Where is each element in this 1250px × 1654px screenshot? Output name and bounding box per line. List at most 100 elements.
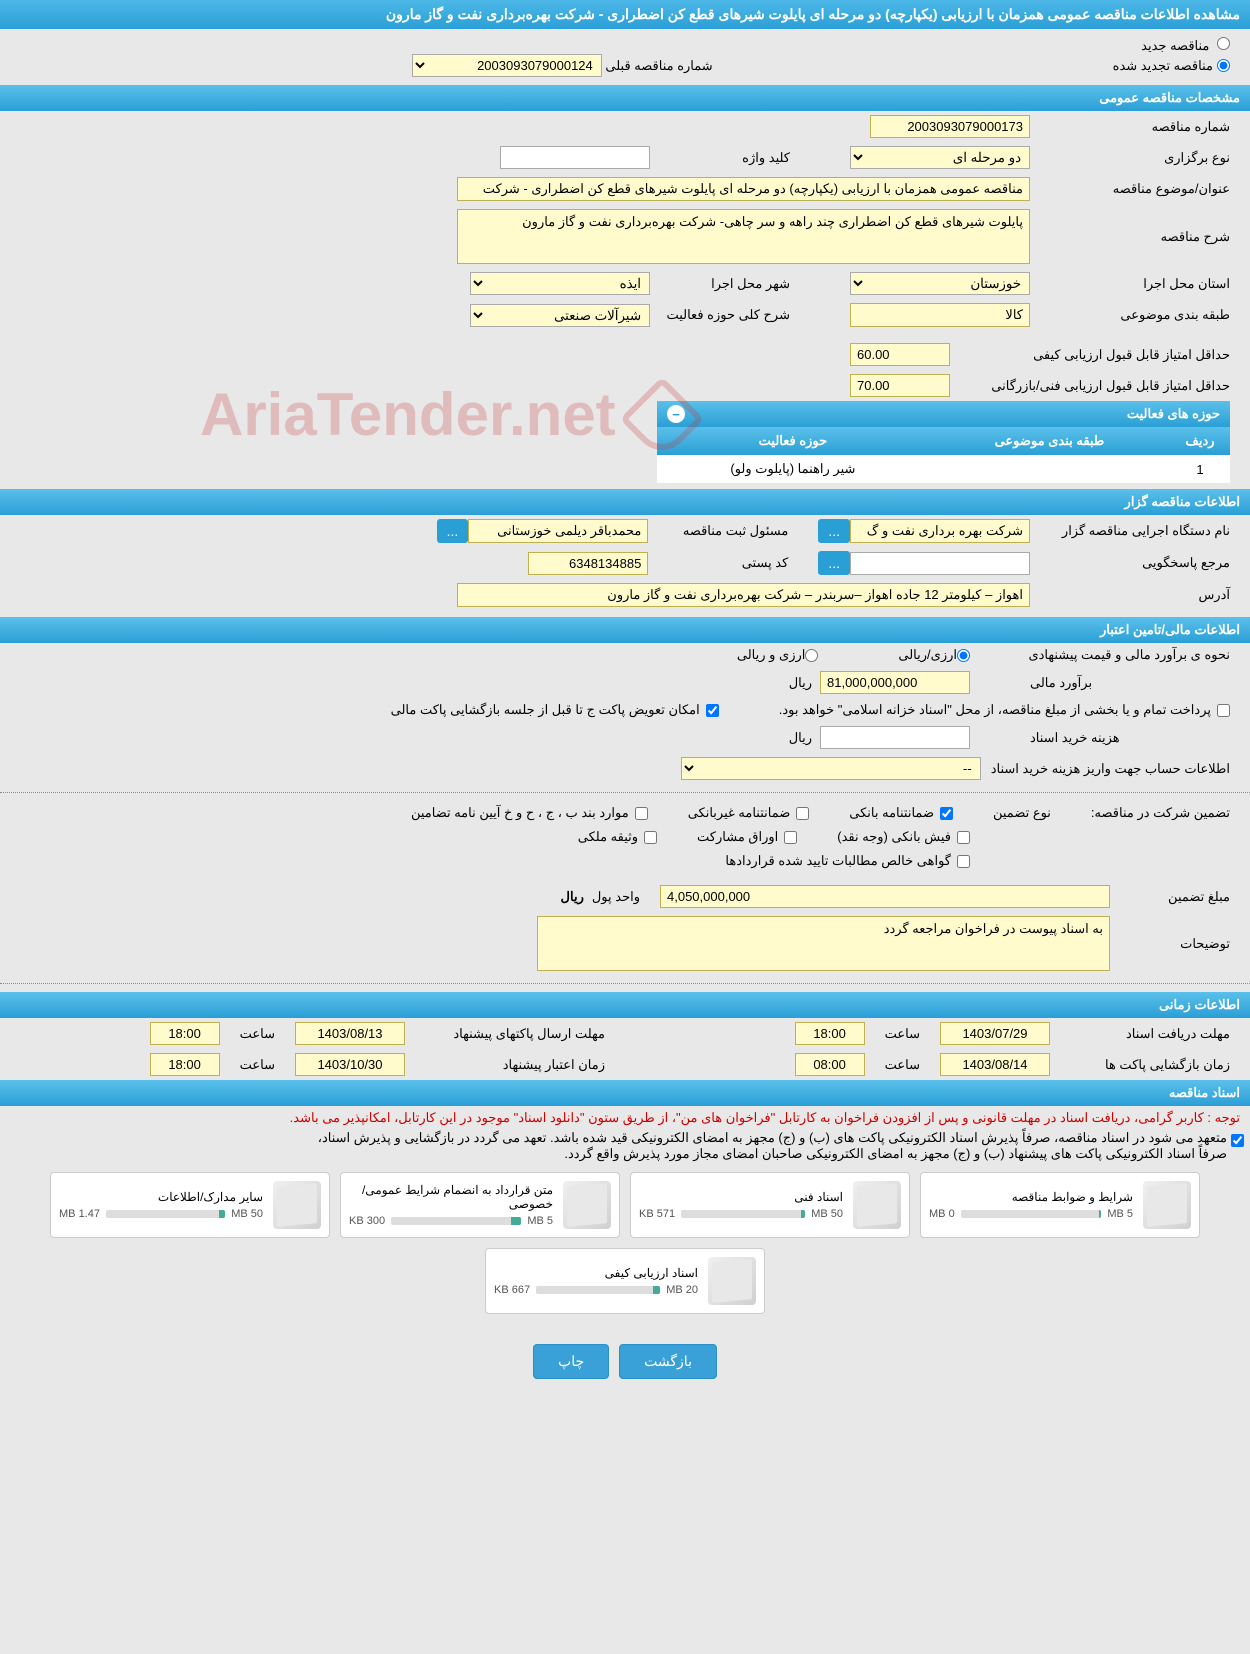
city-select[interactable]: ایذه bbox=[470, 272, 650, 295]
validity-date: 1403/10/30 bbox=[295, 1053, 405, 1076]
category-value: کالا bbox=[850, 303, 1030, 327]
keyword-label: کلید واژه bbox=[650, 150, 790, 166]
min-quality-label: حداقل امتیاز قابل قبول ارزیابی کیفی bbox=[950, 347, 1230, 363]
registrant-more-button[interactable]: ... bbox=[437, 519, 469, 543]
account-info-label: اطلاعات حساب جهت واریز هزینه خرید اسناد bbox=[991, 761, 1230, 777]
property-label: وثیقه ملکی bbox=[578, 829, 638, 845]
bank-guarantee-check[interactable] bbox=[940, 807, 953, 820]
doc-title: اسناد ارزیابی کیفی bbox=[494, 1266, 698, 1280]
doc-size: 571 KB bbox=[639, 1208, 675, 1220]
collapse-icon[interactable]: − bbox=[667, 405, 685, 423]
purchase-cost-input[interactable] bbox=[820, 726, 970, 749]
notes-label: توضیحات bbox=[1110, 916, 1230, 952]
property-check[interactable] bbox=[644, 831, 657, 844]
agency-value: شرکت بهره برداری نفت و گ bbox=[850, 519, 1030, 543]
activity-table: ردیف طبقه بندی موضوعی حوزه فعالیت 1 شیر … bbox=[657, 427, 1230, 483]
back-button[interactable]: بازگشت bbox=[619, 1344, 717, 1379]
city-label: شهر محل اجرا bbox=[650, 276, 790, 292]
doc-card[interactable]: متن قرارداد به انضمام شرایط عمومی/خصوصی … bbox=[340, 1172, 620, 1238]
bond-items-check[interactable] bbox=[635, 807, 648, 820]
folder-icon bbox=[273, 1181, 321, 1229]
renewed-tender-label: مناقصه تجدید شده bbox=[1113, 58, 1213, 74]
bank-check-check[interactable] bbox=[957, 831, 970, 844]
province-select[interactable]: خوزستان bbox=[850, 272, 1030, 295]
postal-value: 6348134885 bbox=[528, 552, 648, 575]
folder-icon bbox=[708, 1257, 756, 1305]
doc-title: متن قرارداد به انضمام شرایط عمومی/خصوصی bbox=[349, 1183, 553, 1211]
black-note-2: صرفاً اسناد الکترونیکی پاکت های پیشنهاد … bbox=[318, 1146, 1227, 1162]
notes-textarea[interactable]: به اسناد پیوست در فراخوان مراجعه گردد bbox=[537, 916, 1110, 971]
prev-number-select[interactable]: 2003093079000124 bbox=[412, 54, 602, 77]
packet-send-time: 18:00 bbox=[150, 1022, 220, 1045]
purchase-cost-label: هزینه خرید اسناد bbox=[970, 730, 1230, 746]
currency-label: ریال bbox=[789, 675, 820, 691]
desc-textarea[interactable]: پایلوت شیرهای قطع کن اضطراری چند راهه و … bbox=[457, 209, 1030, 264]
time-label-3: ساعت bbox=[240, 1026, 275, 1042]
black-note-1: متعهد می شود در اسناد مناقصه، صرفاً پذیر… bbox=[318, 1130, 1227, 1146]
doc-title: سایر مدارک/اطلاعات bbox=[59, 1190, 263, 1204]
category-label: طبقه بندی موضوعی bbox=[1030, 307, 1230, 323]
print-button[interactable]: چاپ bbox=[533, 1344, 609, 1379]
keyword-input[interactable] bbox=[500, 146, 650, 169]
swap-check[interactable] bbox=[706, 704, 719, 717]
securities-check[interactable] bbox=[784, 831, 797, 844]
time-label-4: ساعت bbox=[240, 1057, 275, 1073]
currency-unit-value: ریال bbox=[561, 889, 592, 905]
section-timing: اطلاعات زمانی bbox=[0, 992, 1250, 1018]
province-label: استان محل اجرا bbox=[1030, 276, 1230, 292]
registrant-value: محمدباقر دیلمی خوزستانی bbox=[468, 519, 648, 543]
validity-time: 18:00 bbox=[150, 1053, 220, 1076]
new-tender-radio[interactable] bbox=[1217, 37, 1230, 50]
section-financial: اطلاعات مالی/تامین اعتبار bbox=[0, 617, 1250, 643]
min-quality-value: 60.00 bbox=[850, 343, 950, 366]
swap-option-label: امکان تعویض پاکت ج تا قبل از جلسه بازگشا… bbox=[391, 702, 706, 718]
estimate-label: برآورد مالی bbox=[970, 675, 1230, 691]
both-option-label: ارزی و ریالی bbox=[737, 647, 806, 663]
doc-title: شرایط و ضوابط مناقصه bbox=[929, 1190, 1133, 1204]
doc-size: 0 MB bbox=[929, 1208, 955, 1220]
doc-card[interactable]: سایر مدارک/اطلاعات 50 MB 1.47 MB bbox=[50, 1172, 330, 1238]
desc-label: شرح مناقصه bbox=[1030, 209, 1230, 245]
doc-max: 5 MB bbox=[1107, 1208, 1133, 1220]
both-radio[interactable] bbox=[805, 649, 818, 662]
renewed-tender-radio[interactable] bbox=[1217, 59, 1230, 72]
securities-label: اوراق مشارکت bbox=[697, 829, 778, 845]
agency-more-button[interactable]: ... bbox=[818, 519, 850, 543]
red-note: توجه : کاربر گرامی، دریافت اسناد در مهلت… bbox=[0, 1106, 1250, 1130]
contact-more-button[interactable]: ... bbox=[818, 551, 850, 575]
activity-desc-select[interactable]: شیرآلات صنعتی bbox=[470, 304, 650, 327]
rial-radio[interactable] bbox=[957, 649, 970, 662]
nonbank-guarantee-check[interactable] bbox=[796, 807, 809, 820]
doc-receive-date: 1403/07/29 bbox=[940, 1022, 1050, 1045]
doc-card[interactable]: اسناد ارزیابی کیفی 20 MB 667 KB bbox=[485, 1248, 765, 1314]
table-row: 1 شیر راهنما (پایلوت ولو) bbox=[657, 455, 1230, 483]
col-row: ردیف bbox=[1170, 427, 1230, 455]
docs-ack-check[interactable] bbox=[1231, 1134, 1244, 1147]
col-cat: طبقه بندی موضوعی bbox=[929, 427, 1170, 455]
tender-no-value: 2003093079000173 bbox=[870, 115, 1030, 138]
contact-input[interactable] bbox=[850, 552, 1030, 575]
holding-type-select[interactable]: دو مرحله ای bbox=[850, 146, 1030, 169]
section-docs: اسناد مناقصه bbox=[0, 1080, 1250, 1106]
open-time: 08:00 bbox=[795, 1053, 865, 1076]
packet-send-label: مهلت ارسال پاکتهای پیشنهاد bbox=[425, 1026, 605, 1042]
payment-note: پرداخت تمام و یا بخشی از مبلغ مناقصه، از… bbox=[779, 702, 1217, 718]
time-label-1: ساعت bbox=[885, 1026, 920, 1042]
section-holder: اطلاعات مناقصه گزار bbox=[0, 489, 1250, 515]
contact-label: مرجع پاسخگویی bbox=[1030, 555, 1230, 571]
doc-card[interactable]: اسناد فنی 50 MB 571 KB bbox=[630, 1172, 910, 1238]
account-select[interactable]: -- bbox=[681, 757, 981, 780]
page-title: مشاهده اطلاعات مناقصه عمومی همزمان با ار… bbox=[0, 0, 1250, 29]
guarantee-amount-value: 4,050,000,000 bbox=[660, 885, 1110, 908]
contract-claims-check[interactable] bbox=[957, 855, 970, 868]
section-general: مشخصات مناقصه عمومی bbox=[0, 85, 1250, 111]
activity-desc-label: شرح کلی حوزه فعالیت bbox=[650, 307, 790, 323]
activity-fields-header: حوزه های فعالیت − bbox=[657, 401, 1230, 427]
payment-note-check[interactable] bbox=[1217, 704, 1230, 717]
doc-size: 1.47 MB bbox=[59, 1208, 100, 1220]
doc-receive-time: 18:00 bbox=[795, 1022, 865, 1045]
address-label: آدرس bbox=[1030, 587, 1230, 603]
doc-card[interactable]: شرایط و ضوابط مناقصه 5 MB 0 MB bbox=[920, 1172, 1200, 1238]
rial-option-label: ارزی/ریالی bbox=[898, 647, 957, 663]
folder-icon bbox=[1143, 1181, 1191, 1229]
